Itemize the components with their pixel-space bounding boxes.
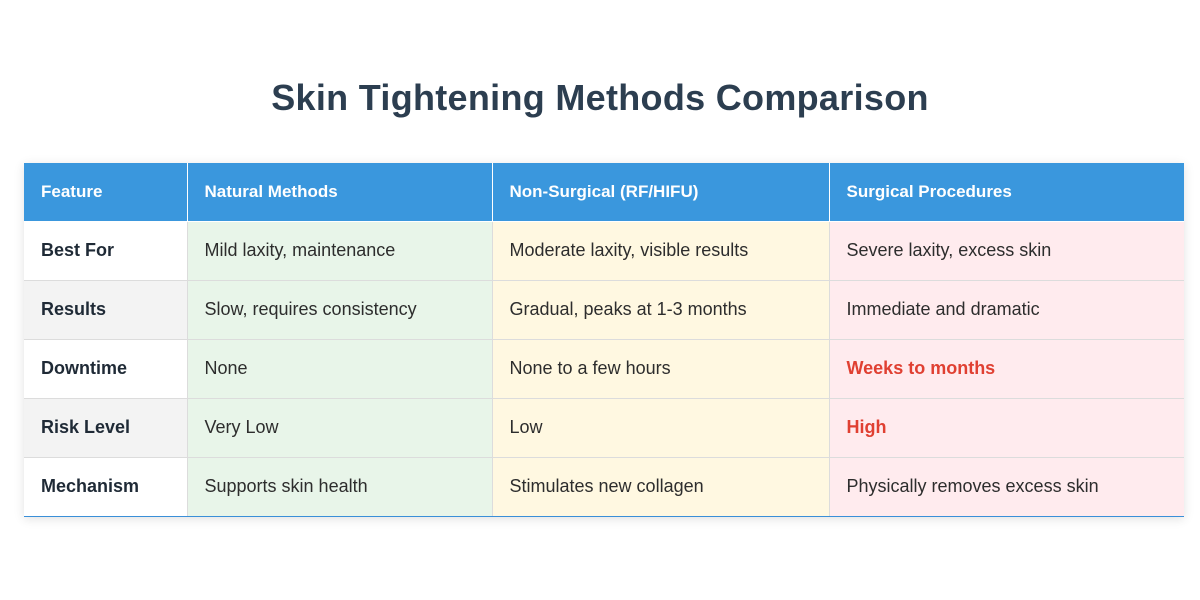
header-natural-methods: Natural Methods — [187, 163, 493, 222]
feature-cell: Results — [24, 280, 188, 340]
surgical-cell: Weeks to months — [829, 339, 1184, 399]
surgical-cell: Physically removes excess skin — [829, 457, 1184, 516]
natural-cell: Very Low — [187, 398, 493, 458]
nonsurgical-cell: Moderate laxity, visible results — [492, 221, 830, 281]
feature-cell: Best For — [24, 221, 188, 281]
natural-cell: None — [187, 339, 493, 399]
nonsurgical-cell: Low — [492, 398, 830, 458]
header-non-surgical: Non-Surgical (RF/HIFU) — [492, 163, 830, 222]
table-body: Best For Mild laxity, maintenance Modera… — [24, 221, 1184, 516]
table-header: Feature Natural Methods Non-Surgical (RF… — [24, 163, 1184, 222]
warning-text: High — [846, 417, 887, 437]
natural-cell: Mild laxity, maintenance — [187, 221, 493, 281]
nonsurgical-cell: None to a few hours — [492, 339, 830, 399]
natural-cell: Supports skin health — [187, 457, 493, 516]
surgical-cell: High — [829, 398, 1184, 458]
page-title: Skin Tightening Methods Comparison — [271, 77, 929, 118]
header-feature: Feature — [24, 163, 188, 222]
table-row: Best For Mild laxity, maintenance Modera… — [24, 221, 1184, 281]
feature-cell: Risk Level — [24, 398, 188, 458]
surgical-cell: Severe laxity, excess skin — [829, 221, 1184, 281]
table-row: Results Slow, requires consistency Gradu… — [24, 280, 1184, 340]
surgical-cell: Immediate and dramatic — [829, 280, 1184, 340]
feature-cell: Downtime — [24, 339, 188, 399]
nonsurgical-cell: Stimulates new collagen — [492, 457, 830, 516]
header-row: Feature Natural Methods Non-Surgical (RF… — [24, 163, 1184, 222]
comparison-table: Feature Natural Methods Non-Surgical (RF… — [24, 163, 1184, 516]
nonsurgical-cell: Gradual, peaks at 1-3 months — [492, 280, 830, 340]
header-surgical-procedures: Surgical Procedures — [829, 163, 1184, 222]
table-row: Downtime None None to a few hours Weeks … — [24, 339, 1184, 399]
warning-text: Weeks to months — [846, 358, 996, 378]
comparison-table-container: Feature Natural Methods Non-Surgical (RF… — [24, 163, 1184, 517]
table-row: Risk Level Very Low Low High — [24, 398, 1184, 458]
natural-cell: Slow, requires consistency — [187, 280, 493, 340]
table-row: Mechanism Supports skin health Stimulate… — [24, 457, 1184, 516]
feature-cell: Mechanism — [24, 457, 188, 516]
